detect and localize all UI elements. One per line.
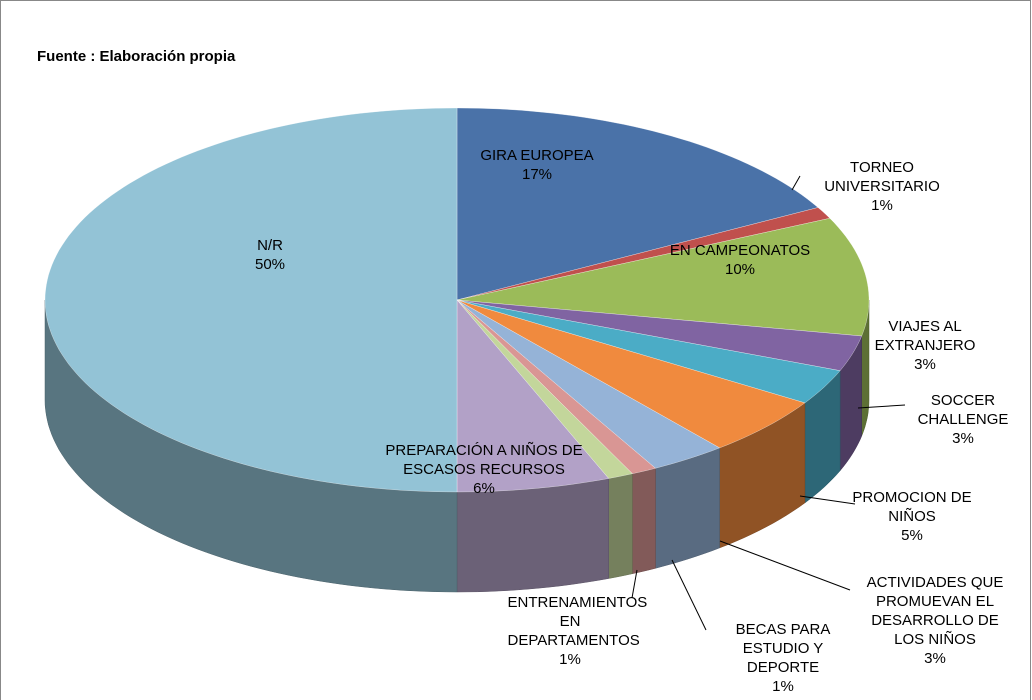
data-label: PREPARACIÓN A NIÑOS DE ESCASOS RECURSOS 6… [384,441,584,498]
data-label: BECAS PARA ESTUDIO Y DEPORTE 1% [726,620,841,696]
pie-slice [456,218,870,337]
pie-slice [456,299,806,449]
chart-title: Fuente : Elaboración propia [37,48,236,65]
leader-line [719,540,851,591]
value-label: 1% [772,678,794,695]
leader-line [671,559,707,631]
pie-slice-side [632,467,656,575]
leader-line [857,404,906,409]
value-label: 50% [254,256,286,273]
value-label: 3% [924,650,946,667]
pie-slice [456,299,862,371]
leader-line [631,569,638,599]
value-label: 10% [724,261,756,278]
value-label: 1% [559,651,581,668]
leader-line [799,495,856,505]
value-label: 5% [901,527,923,544]
category-label: PROMOCION DE NIÑOS [852,489,972,525]
pie-slice [456,299,841,404]
category-label: EN CAMPEONATOS [669,242,811,259]
data-label: N/R 50% [210,236,330,274]
data-label: ACTIVIDADES QUE PROMUEVAN EL DESARROLLO … [860,573,1010,668]
value-label: 17% [521,166,553,183]
value-label: 3% [914,356,936,373]
value-label: 1% [871,197,893,214]
pie-slice [456,299,609,493]
category-label: SOCCER CHALLENGE [917,392,1009,428]
category-label: TORNEO UNIVERSITARIO [824,159,940,195]
pie-slice [456,299,720,469]
category-label: BECAS PARA ESTUDIO Y DEPORTE [735,621,831,676]
data-label: EN CAMPEONATOS 10% [645,241,835,279]
data-label: SOCCER CHALLENGE 3% [911,391,1016,448]
value-label: 6% [473,480,495,497]
data-label: ENTRENAMIENTOS EN DEPARTAMENTOS 1% [507,593,648,669]
data-label: TORNEO UNIVERSITARIO 1% [817,158,947,215]
pie-slice [44,107,458,493]
category-label: GIRA EUROPEA [480,147,594,164]
category-label: ACTIVIDADES QUE PROMUEVAN EL DESARROLLO … [866,574,1004,648]
pie-slice-side [655,447,720,569]
category-label: ENTRENAMIENTOS EN DEPARTAMENTOS [507,594,648,649]
category-label: PREPARACIÓN A NIÑOS DE ESCASOS RECURSOS [385,442,583,478]
pie-slice-side [608,473,633,579]
category-label: VIAJES AL EXTRANJERO [874,318,976,354]
leader-line [791,175,801,191]
category-label: N/R [257,237,283,254]
value-label: 3% [952,430,974,447]
data-label: PROMOCION DE NIÑOS 5% [850,488,975,545]
pie-slice [456,107,819,301]
data-label: GIRA EUROPEA 17% [457,146,617,184]
data-label: VIAJES AL EXTRANJERO 3% [868,317,983,374]
